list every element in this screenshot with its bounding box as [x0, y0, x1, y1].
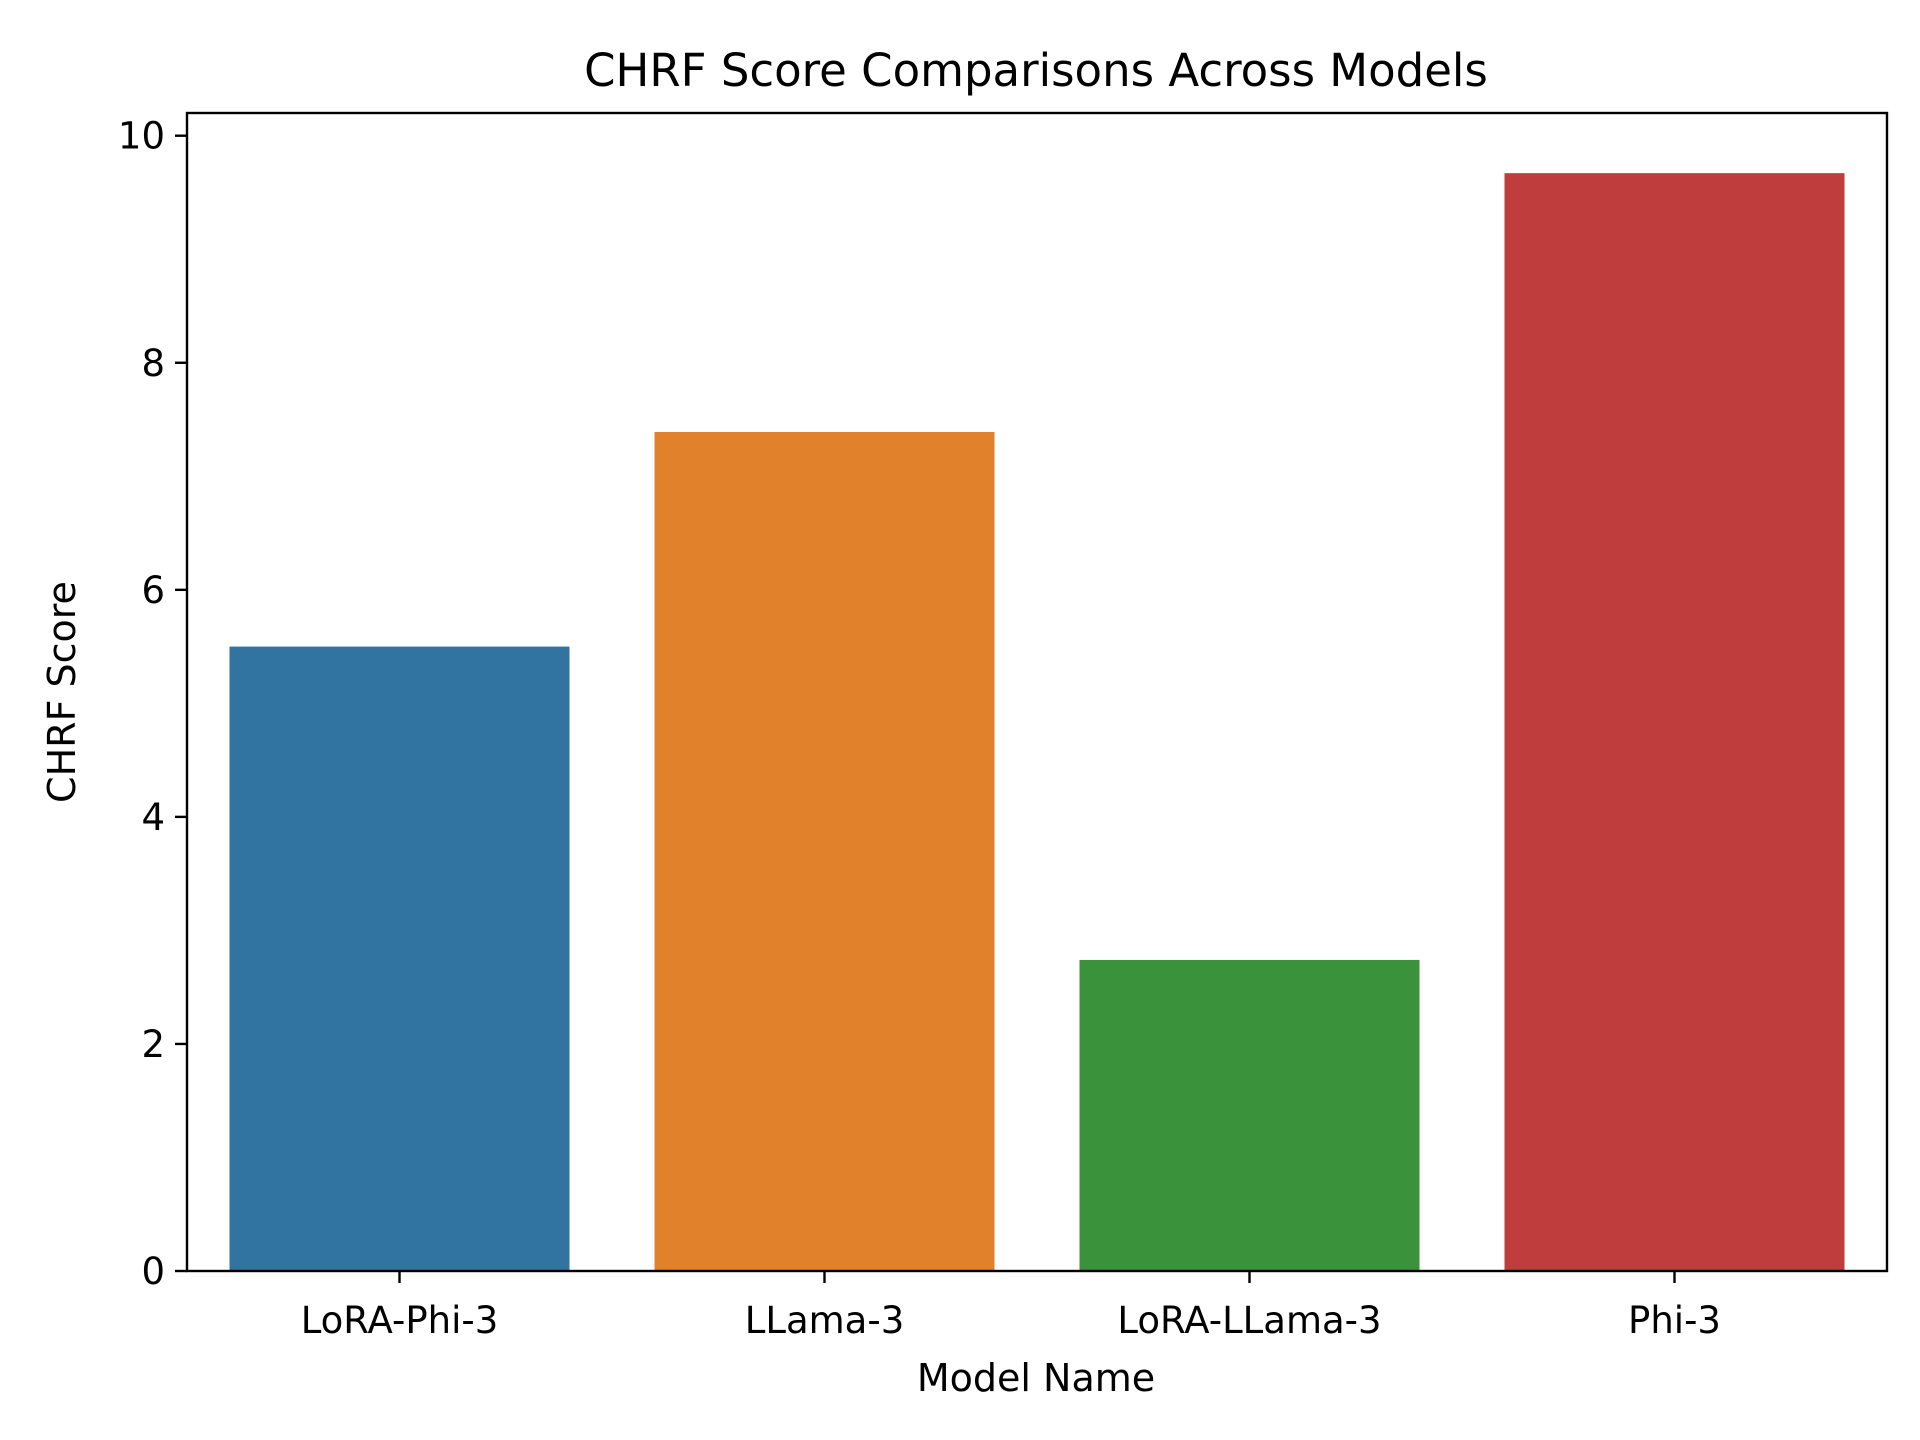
bar-llama-3 — [654, 432, 995, 1271]
y-tick-label: 4 — [141, 796, 165, 839]
bar-lora-llama-3 — [1079, 959, 1420, 1271]
y-axis-label: CHRF Score — [40, 581, 84, 803]
chart-title: CHRF Score Comparisons Across Models — [584, 44, 1488, 97]
bar-phi-3 — [1504, 173, 1845, 1271]
y-tick-label: 10 — [118, 115, 165, 158]
bar-lora-phi-3 — [229, 646, 570, 1271]
y-axis: 0 2 4 6 8 10 — [118, 115, 187, 1293]
plot-frame — [185, 111, 1889, 1273]
x-tick-label: Phi-3 — [1628, 1299, 1721, 1342]
x-tick-label: LoRA-Phi-3 — [301, 1299, 499, 1342]
x-tick-label: LLama-3 — [745, 1299, 905, 1342]
y-tick-label: 6 — [141, 569, 165, 612]
y-tick-label: 0 — [141, 1250, 165, 1293]
x-tick-label: LoRA-LLama-3 — [1117, 1299, 1381, 1342]
x-axis-label: Model Name — [917, 1356, 1155, 1400]
bars-layer — [229, 173, 1845, 1271]
x-axis: LoRA-Phi-3 LLama-3 LoRA-LLama-3 Phi-3 — [301, 1271, 1721, 1342]
y-tick-label: 8 — [141, 342, 165, 385]
y-tick-label: 2 — [141, 1023, 165, 1066]
